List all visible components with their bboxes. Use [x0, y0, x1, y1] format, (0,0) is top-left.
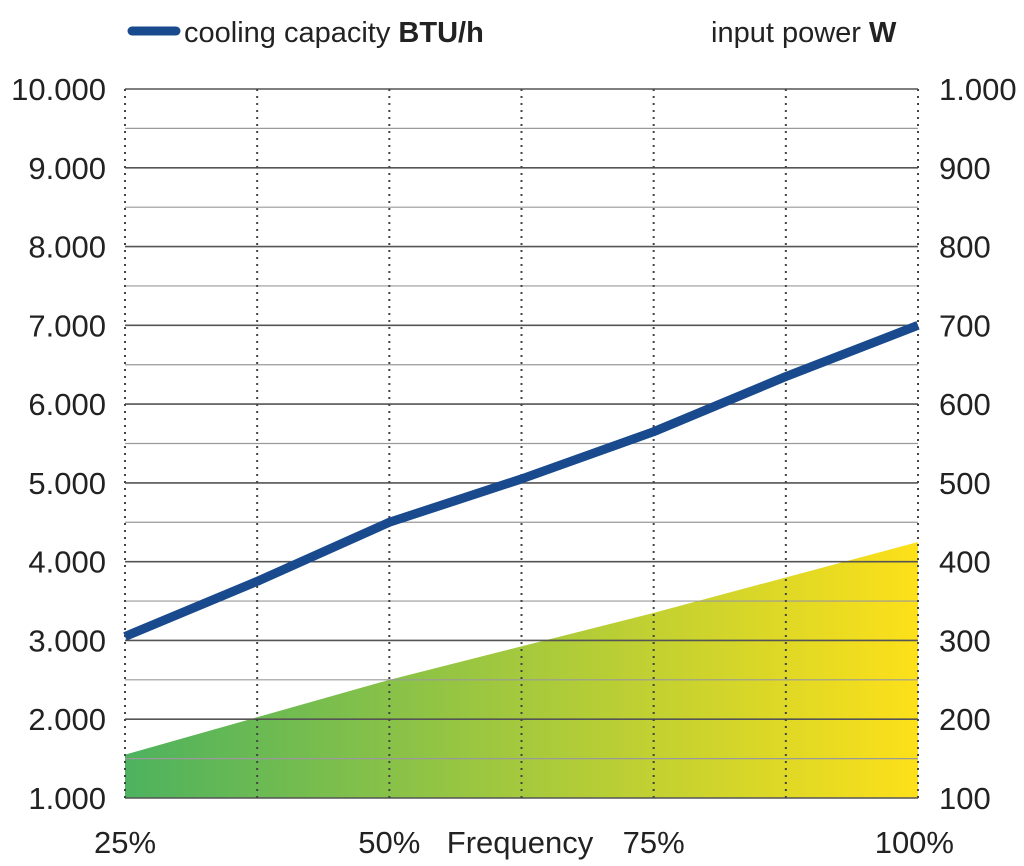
- y-left-tick-label: 9.000: [28, 151, 106, 186]
- y-right-tick-label: 200: [939, 702, 991, 737]
- y-left-tick-label: 8.000: [28, 230, 106, 265]
- cooling-capacity-line: [123, 321, 920, 641]
- tick-labels: 1.000 2.000 3.000 4.000 5.000 6.000 7.000 8.000…: [11, 72, 1016, 860]
- y-right-tick-label: 800: [939, 230, 991, 265]
- y-right-tick-label: 100: [939, 781, 991, 816]
- y-right-tick-label: 600: [939, 387, 991, 422]
- input-power-area: [125, 541, 918, 798]
- legend-label-cooling-capacity: cooling capacity BTU/h: [184, 17, 484, 49]
- y-left-tick-label: 10.000: [11, 72, 106, 107]
- y-right-tick-label: 500: [939, 466, 991, 501]
- x-tick-label: 50%: [358, 825, 420, 860]
- y-left-tick-label: 3.000: [28, 623, 106, 658]
- y-left-tick-label: 1.000: [28, 781, 106, 816]
- y-left-tick-label: 2.000: [28, 702, 106, 737]
- cooling-capacity-line-layer: [123, 321, 920, 641]
- y-left-tick-label: 6.000: [28, 387, 106, 422]
- x-tick-label: 25%: [94, 825, 156, 860]
- y-right-tick-label: 700: [939, 308, 991, 343]
- y-right-tick-label: 400: [939, 545, 991, 580]
- y-right-tick-label: 300: [939, 623, 991, 658]
- x-tick-label: 75%: [623, 825, 685, 860]
- grid: [124, 88, 919, 799]
- y-left-tick-label: 7.000: [28, 308, 106, 343]
- legend: cooling capacity BTU/h input power W: [127, 17, 897, 49]
- y-left-tick-label: 5.000: [28, 466, 106, 501]
- y-right-tick-label: 900: [939, 151, 991, 186]
- input-power-area-layer: [125, 541, 918, 798]
- x-tick-label: 100%: [875, 825, 954, 860]
- y-right-tick-label: 1.000: [939, 72, 1017, 107]
- x-axis-label: Frequency: [447, 825, 594, 860]
- y-left-tick-label: 4.000: [28, 545, 106, 580]
- legend-label-input-power: input power W: [711, 17, 897, 49]
